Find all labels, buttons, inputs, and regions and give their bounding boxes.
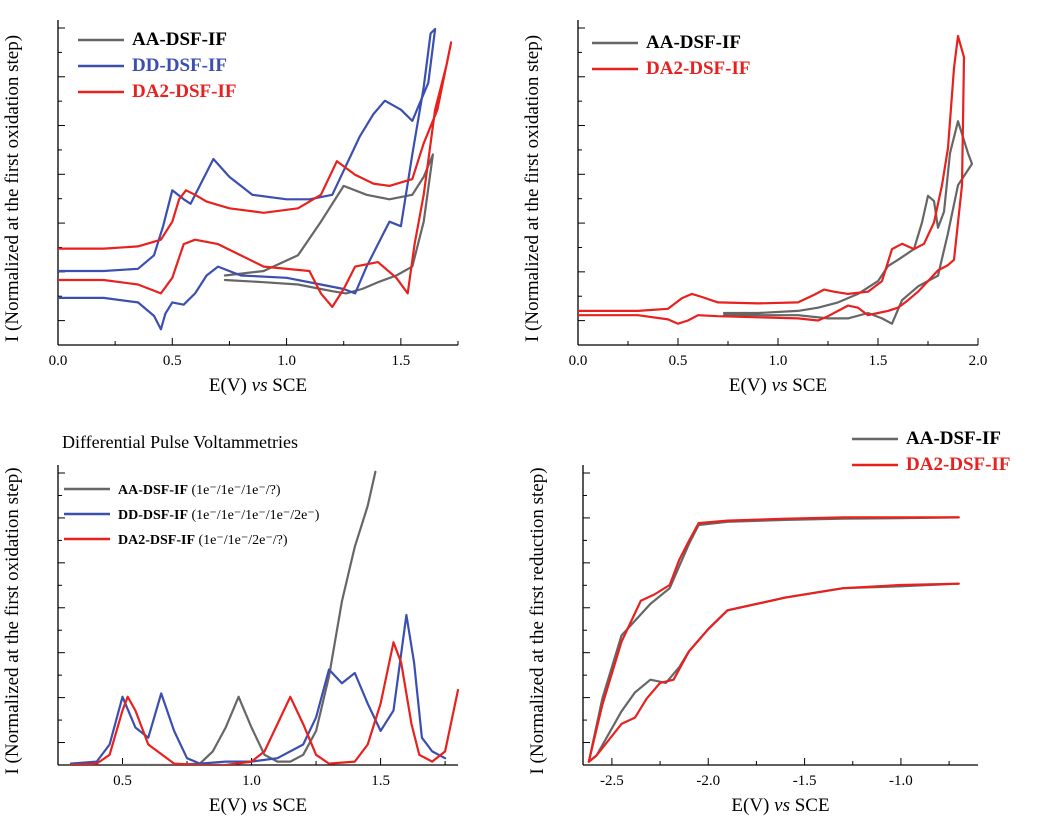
legend-label-aa: AA-DSF-IF	[906, 428, 1001, 449]
legend-label-aa: AA-DSF-IF	[646, 32, 741, 53]
chart-panel-cv-reduction: -2.5 -2.0 -1.5 -1.0 E(V) vs SCE I (Normalized…	[527, 428, 1011, 816]
x-tick-label: 0.5	[163, 353, 182, 369]
legend-label-aa: AA-DSF-IF	[132, 29, 227, 50]
legend-label-da2: DA2-DSF-IF	[906, 454, 1011, 475]
x-tick-label: 1.0	[242, 773, 261, 789]
chart-panel-differential-pulse-voltammetry: 0.5 1.0 1.5 E(V) vs SCE I (Normalized at the…	[2, 432, 460, 816]
x-tick-label: -1.0	[889, 773, 913, 789]
x-axis-label: E(V) vs SCE	[209, 795, 307, 816]
series-line-dd-dsf-if	[69, 613, 447, 765]
y-axis-label: I (Normalized at the first oxidation ste…	[2, 35, 23, 342]
x-tick-label: 1.5	[869, 353, 888, 369]
x-tick-label: 0.5	[669, 353, 688, 369]
x-tick-label: 1.5	[391, 353, 410, 369]
series-line-aa-dsf-if	[223, 153, 434, 295]
chart-title: Differential Pulse Voltammetries	[62, 432, 298, 452]
y-axis-label: I (Normalized at the first oxidation ste…	[2, 467, 23, 774]
chart-panel-cv-oxidation-two-compounds: 0.0 0.5 1.0 1.5 2.0 E(V) vs SCE I (Normalized …	[522, 20, 987, 396]
legend-label-da2: DA2-DSF-IF	[646, 58, 751, 79]
series-line-aa-dsf-if	[121, 470, 377, 765]
series-line-da2-dsf-if	[587, 516, 960, 763]
x-axis-label: E(V) vs SCE	[209, 375, 307, 396]
x-tick-label: 0.5	[113, 773, 132, 789]
series-line-dd-dsf-if	[58, 27, 437, 331]
legend-label-aa: AA-DSF-IF (1e⁻/1e⁻/1e⁻/?)	[118, 483, 281, 498]
legend-label-da2: DA2-DSF-IF	[132, 81, 237, 102]
x-tick-label: 0.0	[569, 353, 588, 369]
y-axis-label: I (Normalized at the first reduction ste…	[527, 467, 548, 774]
y-axis-label: I (Normalized at the first oxidation ste…	[522, 35, 543, 342]
x-tick-label: 1.5	[371, 773, 390, 789]
series-line-da2-dsf-if	[578, 34, 966, 325]
legend-label-da2: DA2-DSF-IF (1e⁻/1e⁻/2e⁻/?)	[118, 533, 288, 548]
series-line-da2-dsf-if	[69, 641, 460, 765]
x-tick-label: -2.5	[600, 773, 624, 789]
x-tick-label: 1.0	[769, 353, 788, 369]
x-tick-label: -1.5	[793, 773, 817, 789]
legend-label-dd: DD-DSF-IF (1e⁻/1e⁻/1e⁻/1e⁻/2e⁻)	[118, 508, 320, 523]
x-tick-label: 2.0	[969, 353, 988, 369]
x-tick-label: 1.0	[277, 353, 296, 369]
x-axis-label: E(V) vs SCE	[731, 795, 829, 816]
x-axis-label: E(V) vs SCE	[729, 375, 827, 396]
x-tick-label: 0.0	[49, 353, 68, 369]
series-line-da2-dsf-if	[58, 41, 453, 308]
legend-label-dd: DD-DSF-IF	[132, 55, 227, 76]
series-line-aa-dsf-if	[587, 516, 960, 763]
x-tick-label: -2.0	[696, 773, 720, 789]
chart-panel-cv-oxidation-three-compounds: 0.0 0.5 1.0 1.5 E(V) vs SCE I (Normalized at …	[2, 20, 459, 396]
